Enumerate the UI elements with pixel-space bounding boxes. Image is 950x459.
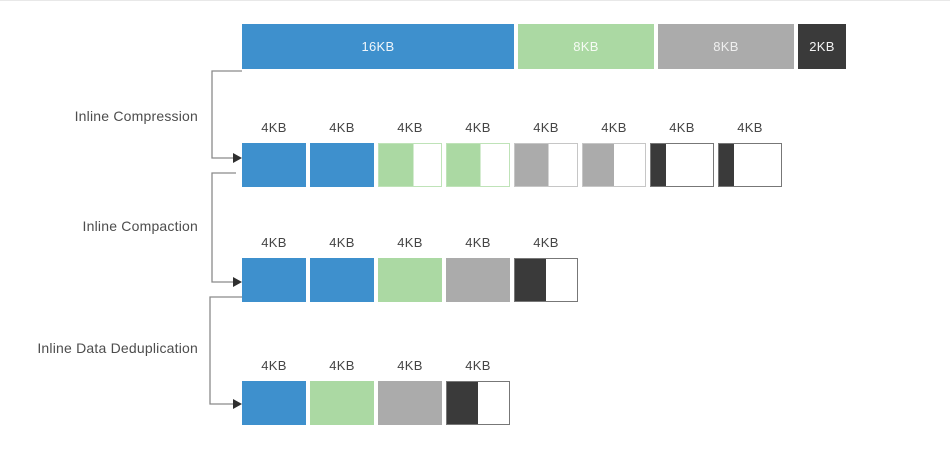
block-cell: 4KB xyxy=(446,120,510,187)
block-size-label: 4KB xyxy=(397,120,423,135)
capacity-bar: 16KB 8KB 8KB 2KB xyxy=(242,24,846,69)
data-block-dark xyxy=(718,143,782,187)
block-cell: 4KB xyxy=(582,120,646,187)
block-size-label: 4KB xyxy=(465,358,491,373)
block-row-compression: 4KB 4KB 4KB 4KB 4KB 4KB 4KB 4KB xyxy=(242,120,782,187)
data-block-green xyxy=(378,143,442,187)
block-cell: 4KB xyxy=(378,235,442,302)
block-size-label: 4KB xyxy=(261,235,287,250)
block-cell: 4KB xyxy=(242,235,306,302)
data-block-dark xyxy=(514,258,578,302)
block-cell: 4KB xyxy=(718,120,782,187)
data-block-green xyxy=(446,143,510,187)
data-block-gray xyxy=(514,143,578,187)
data-block-blue xyxy=(310,258,374,302)
arrowhead-icon xyxy=(233,399,242,409)
block-size-label: 4KB xyxy=(329,120,355,135)
capacity-segment-8kb: 8KB xyxy=(518,24,654,69)
data-block-gray xyxy=(582,143,646,187)
block-cell: 4KB xyxy=(446,358,510,425)
capacity-segment-2kb: 2KB xyxy=(798,24,846,69)
block-size-label: 4KB xyxy=(737,120,763,135)
block-cell: 4KB xyxy=(514,235,578,302)
block-cell: 4KB xyxy=(514,120,578,187)
stage-label-inline-compression: Inline Compression xyxy=(74,108,198,124)
block-size-label: 4KB xyxy=(669,120,695,135)
block-cell: 4KB xyxy=(310,358,374,425)
data-block-blue xyxy=(242,143,306,187)
arrowhead-icon xyxy=(233,277,242,287)
block-size-label: 4KB xyxy=(261,120,287,135)
capacity-segment-16kb: 16KB xyxy=(242,24,514,69)
data-block-blue xyxy=(242,381,306,425)
block-row-compaction: 4KB 4KB 4KB 4KB 4KB xyxy=(242,235,578,302)
block-size-label: 4KB xyxy=(397,358,423,373)
block-cell: 4KB xyxy=(242,358,306,425)
block-size-label: 4KB xyxy=(465,235,491,250)
data-block-gray xyxy=(446,258,510,302)
block-size-label: 4KB xyxy=(261,358,287,373)
stage-label-inline-data-deduplication: Inline Data Deduplication xyxy=(37,340,198,356)
block-row-deduplication: 4KB 4KB 4KB 4KB xyxy=(242,358,510,425)
flow-bracket-deduplication xyxy=(209,296,242,409)
block-size-label: 4KB xyxy=(465,120,491,135)
block-size-label: 4KB xyxy=(397,235,423,250)
flow-bracket-compression xyxy=(211,70,242,163)
block-size-label: 4KB xyxy=(329,235,355,250)
stage-label-inline-compaction: Inline Compaction xyxy=(82,218,198,234)
data-block-green xyxy=(310,381,374,425)
block-cell: 4KB xyxy=(310,235,374,302)
data-block-blue xyxy=(310,143,374,187)
block-cell: 4KB xyxy=(242,120,306,187)
data-block-blue xyxy=(242,258,306,302)
data-block-gray xyxy=(378,381,442,425)
block-size-label: 4KB xyxy=(533,120,559,135)
flow-bracket-compaction xyxy=(211,172,242,287)
block-cell: 4KB xyxy=(446,235,510,302)
block-size-label: 4KB xyxy=(329,358,355,373)
block-size-label: 4KB xyxy=(533,235,559,250)
block-cell: 4KB xyxy=(650,120,714,187)
block-cell: 4KB xyxy=(310,120,374,187)
data-block-dark xyxy=(650,143,714,187)
arrowhead-icon xyxy=(233,153,242,163)
data-block-green xyxy=(378,258,442,302)
capacity-segment-8kb: 8KB xyxy=(658,24,794,69)
data-block-dark xyxy=(446,381,510,425)
block-cell: 4KB xyxy=(378,358,442,425)
block-size-label: 4KB xyxy=(601,120,627,135)
block-cell: 4KB xyxy=(378,120,442,187)
